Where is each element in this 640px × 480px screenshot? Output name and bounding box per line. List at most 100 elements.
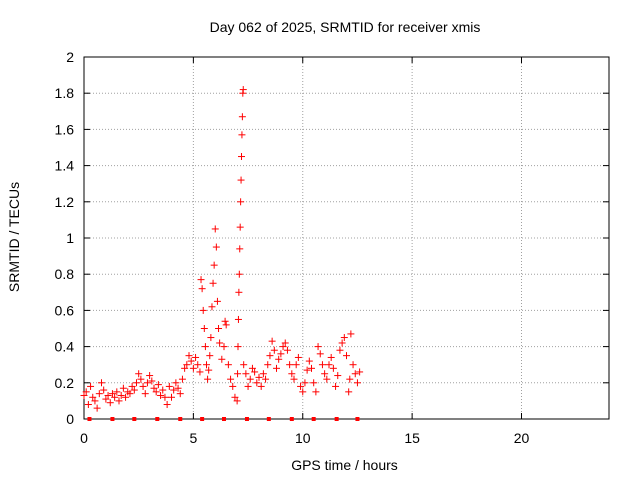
baseline-marker <box>178 417 183 421</box>
data-point <box>294 353 302 361</box>
data-point <box>205 366 213 374</box>
data-point <box>115 397 123 405</box>
data-point <box>353 379 361 387</box>
data-point <box>204 375 212 383</box>
data-point <box>227 375 235 383</box>
data-point <box>255 373 263 381</box>
data-point <box>222 321 230 329</box>
data-point <box>111 393 119 401</box>
data-point <box>332 382 340 390</box>
data-point <box>216 339 224 347</box>
y-axis-title: SRMTID / TECUs <box>6 182 22 292</box>
y-tick-label: 0 <box>66 411 74 427</box>
data-point <box>104 391 112 399</box>
data-point <box>98 379 105 387</box>
data-point <box>356 368 364 376</box>
x-tick-label: 15 <box>404 430 420 446</box>
data-point <box>237 198 245 206</box>
y-tick-label: 1 <box>66 230 74 246</box>
data-point <box>327 353 335 361</box>
data-point <box>281 339 289 347</box>
data-point <box>146 372 154 380</box>
data-point <box>224 361 232 369</box>
chart-title: Day 062 of 2025, SRMTID for receiver xmi… <box>210 19 481 35</box>
data-point <box>165 382 173 390</box>
data-point <box>198 285 206 293</box>
data-point <box>203 361 210 369</box>
data-point <box>159 386 167 394</box>
data-point <box>218 355 226 363</box>
data-point <box>174 384 182 392</box>
y-tick-label: 0.8 <box>55 266 75 282</box>
data-point <box>161 393 169 401</box>
data-point <box>234 315 242 323</box>
data-point <box>290 375 298 383</box>
data-point <box>240 361 248 369</box>
data-point <box>108 390 116 398</box>
x-tick-label: 20 <box>514 430 530 446</box>
data-point <box>235 270 243 278</box>
baseline-marker <box>200 417 205 421</box>
data-point <box>93 404 101 412</box>
y-tick-label: 1.6 <box>55 121 75 137</box>
data-point <box>351 370 359 378</box>
grid-lines <box>84 57 609 419</box>
data-point <box>343 352 350 360</box>
data-point <box>209 279 217 287</box>
data-point <box>346 375 354 383</box>
data-point <box>235 288 243 296</box>
data-point <box>139 382 147 390</box>
data-point <box>349 361 357 369</box>
data-point <box>168 393 175 401</box>
data-point <box>234 370 242 378</box>
data-point <box>308 364 315 372</box>
data-point <box>87 382 95 390</box>
data-point <box>187 357 195 365</box>
data-point <box>314 343 322 351</box>
y-tick-label: 1.4 <box>55 158 75 174</box>
data-point <box>197 276 205 284</box>
data-point <box>336 346 344 354</box>
data-point <box>117 391 125 399</box>
baseline-marker <box>244 417 249 421</box>
data-point <box>345 388 353 396</box>
y-tick-label: 1.8 <box>55 85 75 101</box>
x-axis-title: GPS time / hours <box>291 457 398 473</box>
data-point <box>137 375 145 383</box>
data-point <box>102 395 110 403</box>
data-point <box>170 386 178 394</box>
data-point <box>154 381 162 389</box>
data-point <box>264 361 272 369</box>
data-point <box>189 364 197 372</box>
data-point <box>237 176 245 184</box>
data-point <box>248 364 256 372</box>
data-point <box>316 350 324 358</box>
data-point <box>91 397 99 405</box>
data-point <box>275 355 283 363</box>
data-points <box>80 86 364 412</box>
data-point <box>207 334 215 342</box>
data-point <box>221 317 229 325</box>
data-point <box>148 377 156 385</box>
data-point <box>238 131 246 139</box>
data-point <box>236 223 244 231</box>
data-point <box>199 306 207 314</box>
y-tick-label: 1.2 <box>55 194 75 210</box>
data-point <box>130 386 138 394</box>
baseline-marker <box>355 417 360 421</box>
baseline-marker <box>110 417 115 421</box>
data-point <box>234 343 242 351</box>
data-point <box>176 390 184 398</box>
data-point <box>192 353 200 361</box>
data-point <box>299 388 307 396</box>
data-point <box>80 391 88 399</box>
data-point <box>95 390 103 398</box>
x-tick-label: 0 <box>80 430 88 446</box>
baseline-markers <box>87 417 360 421</box>
data-point <box>347 330 355 338</box>
x-tick-labels: 0 5 10 15 20 <box>80 430 529 446</box>
data-point <box>210 261 218 269</box>
data-point <box>106 399 114 407</box>
data-point <box>178 375 186 383</box>
data-point <box>266 352 274 360</box>
